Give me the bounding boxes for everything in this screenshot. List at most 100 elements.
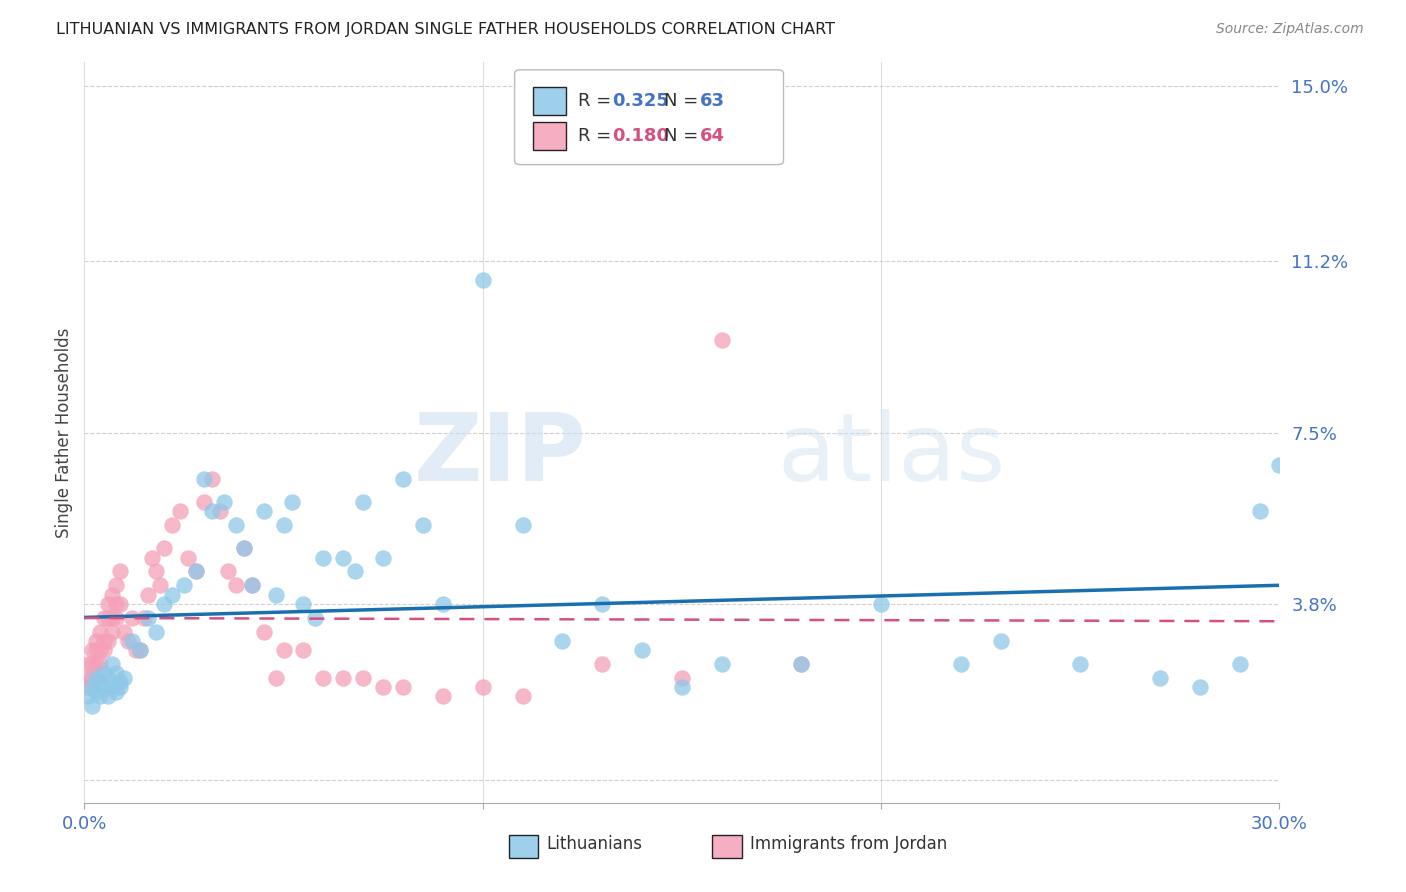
- Point: [273, 643, 295, 657]
- Point: [105, 578, 128, 592]
- Point: [432, 690, 454, 704]
- Point: [184, 565, 207, 579]
- Point: [141, 550, 163, 565]
- Point: [129, 643, 152, 657]
- Point: [232, 541, 254, 556]
- Point: [292, 643, 315, 657]
- Point: [790, 657, 813, 671]
- Point: [105, 666, 128, 681]
- Point: [145, 565, 167, 579]
- Point: [312, 550, 335, 565]
- Point: [112, 624, 135, 639]
- Point: [344, 565, 367, 579]
- Point: [86, 643, 108, 657]
- Point: [471, 273, 494, 287]
- Point: [77, 671, 100, 685]
- Point: [512, 518, 534, 533]
- Text: Lithuanians: Lithuanians: [547, 835, 643, 853]
- Point: [101, 624, 124, 639]
- Point: [112, 671, 135, 685]
- Point: [264, 588, 287, 602]
- Point: [136, 610, 159, 624]
- Point: [82, 680, 104, 694]
- Point: [373, 680, 395, 694]
- Text: 0.325: 0.325: [613, 92, 669, 110]
- Point: [89, 657, 111, 671]
- Text: ZIP: ZIP: [413, 409, 586, 500]
- Point: [193, 472, 215, 486]
- Text: Source: ZipAtlas.com: Source: ZipAtlas.com: [1216, 22, 1364, 37]
- Text: LITHUANIAN VS IMMIGRANTS FROM JORDAN SINGLE FATHER HOUSEHOLDS CORRELATION CHART: LITHUANIAN VS IMMIGRANTS FROM JORDAN SIN…: [56, 22, 835, 37]
- Point: [93, 643, 115, 657]
- Point: [89, 690, 111, 704]
- Point: [710, 333, 733, 347]
- FancyBboxPatch shape: [515, 70, 783, 165]
- Point: [110, 597, 132, 611]
- Point: [97, 633, 120, 648]
- Point: [145, 624, 167, 639]
- Point: [591, 657, 613, 671]
- Point: [208, 504, 231, 518]
- Point: [93, 680, 115, 694]
- Point: [82, 643, 104, 657]
- Text: 64: 64: [700, 127, 725, 145]
- Point: [82, 657, 104, 671]
- Point: [1249, 504, 1271, 518]
- Point: [110, 675, 132, 690]
- Point: [86, 633, 108, 648]
- Point: [352, 495, 374, 509]
- Point: [110, 565, 132, 579]
- Point: [432, 597, 454, 611]
- Point: [280, 495, 302, 509]
- Point: [97, 671, 120, 685]
- Point: [240, 578, 263, 592]
- Text: N =: N =: [664, 92, 704, 110]
- Point: [89, 624, 111, 639]
- Point: [160, 588, 183, 602]
- Point: [990, 633, 1012, 648]
- Point: [790, 657, 813, 671]
- Point: [117, 633, 139, 648]
- Point: [232, 541, 254, 556]
- Point: [551, 633, 574, 648]
- Point: [1069, 657, 1091, 671]
- Point: [105, 597, 128, 611]
- Point: [125, 643, 148, 657]
- Point: [392, 472, 415, 486]
- Point: [105, 685, 128, 699]
- Point: [373, 550, 395, 565]
- Point: [1188, 680, 1211, 694]
- Point: [86, 685, 108, 699]
- Point: [121, 633, 143, 648]
- Text: 0.180: 0.180: [613, 127, 669, 145]
- Point: [332, 671, 354, 685]
- Point: [471, 680, 494, 694]
- Point: [1149, 671, 1171, 685]
- Point: [217, 565, 239, 579]
- Point: [225, 578, 247, 592]
- Point: [671, 680, 693, 694]
- Point: [184, 565, 207, 579]
- Point: [82, 698, 104, 713]
- Point: [86, 657, 108, 671]
- Point: [392, 680, 415, 694]
- Point: [201, 504, 224, 518]
- Point: [82, 671, 104, 685]
- Point: [89, 643, 111, 657]
- Point: [86, 671, 108, 685]
- Point: [949, 657, 972, 671]
- Point: [89, 675, 111, 690]
- Point: [93, 666, 115, 681]
- FancyBboxPatch shape: [533, 87, 567, 115]
- Point: [173, 578, 195, 592]
- Point: [264, 671, 287, 685]
- Point: [870, 597, 893, 611]
- Point: [212, 495, 235, 509]
- Point: [332, 550, 354, 565]
- Point: [105, 610, 128, 624]
- Point: [292, 597, 315, 611]
- FancyBboxPatch shape: [711, 835, 742, 858]
- Point: [225, 518, 247, 533]
- Point: [77, 690, 100, 704]
- Point: [101, 680, 124, 694]
